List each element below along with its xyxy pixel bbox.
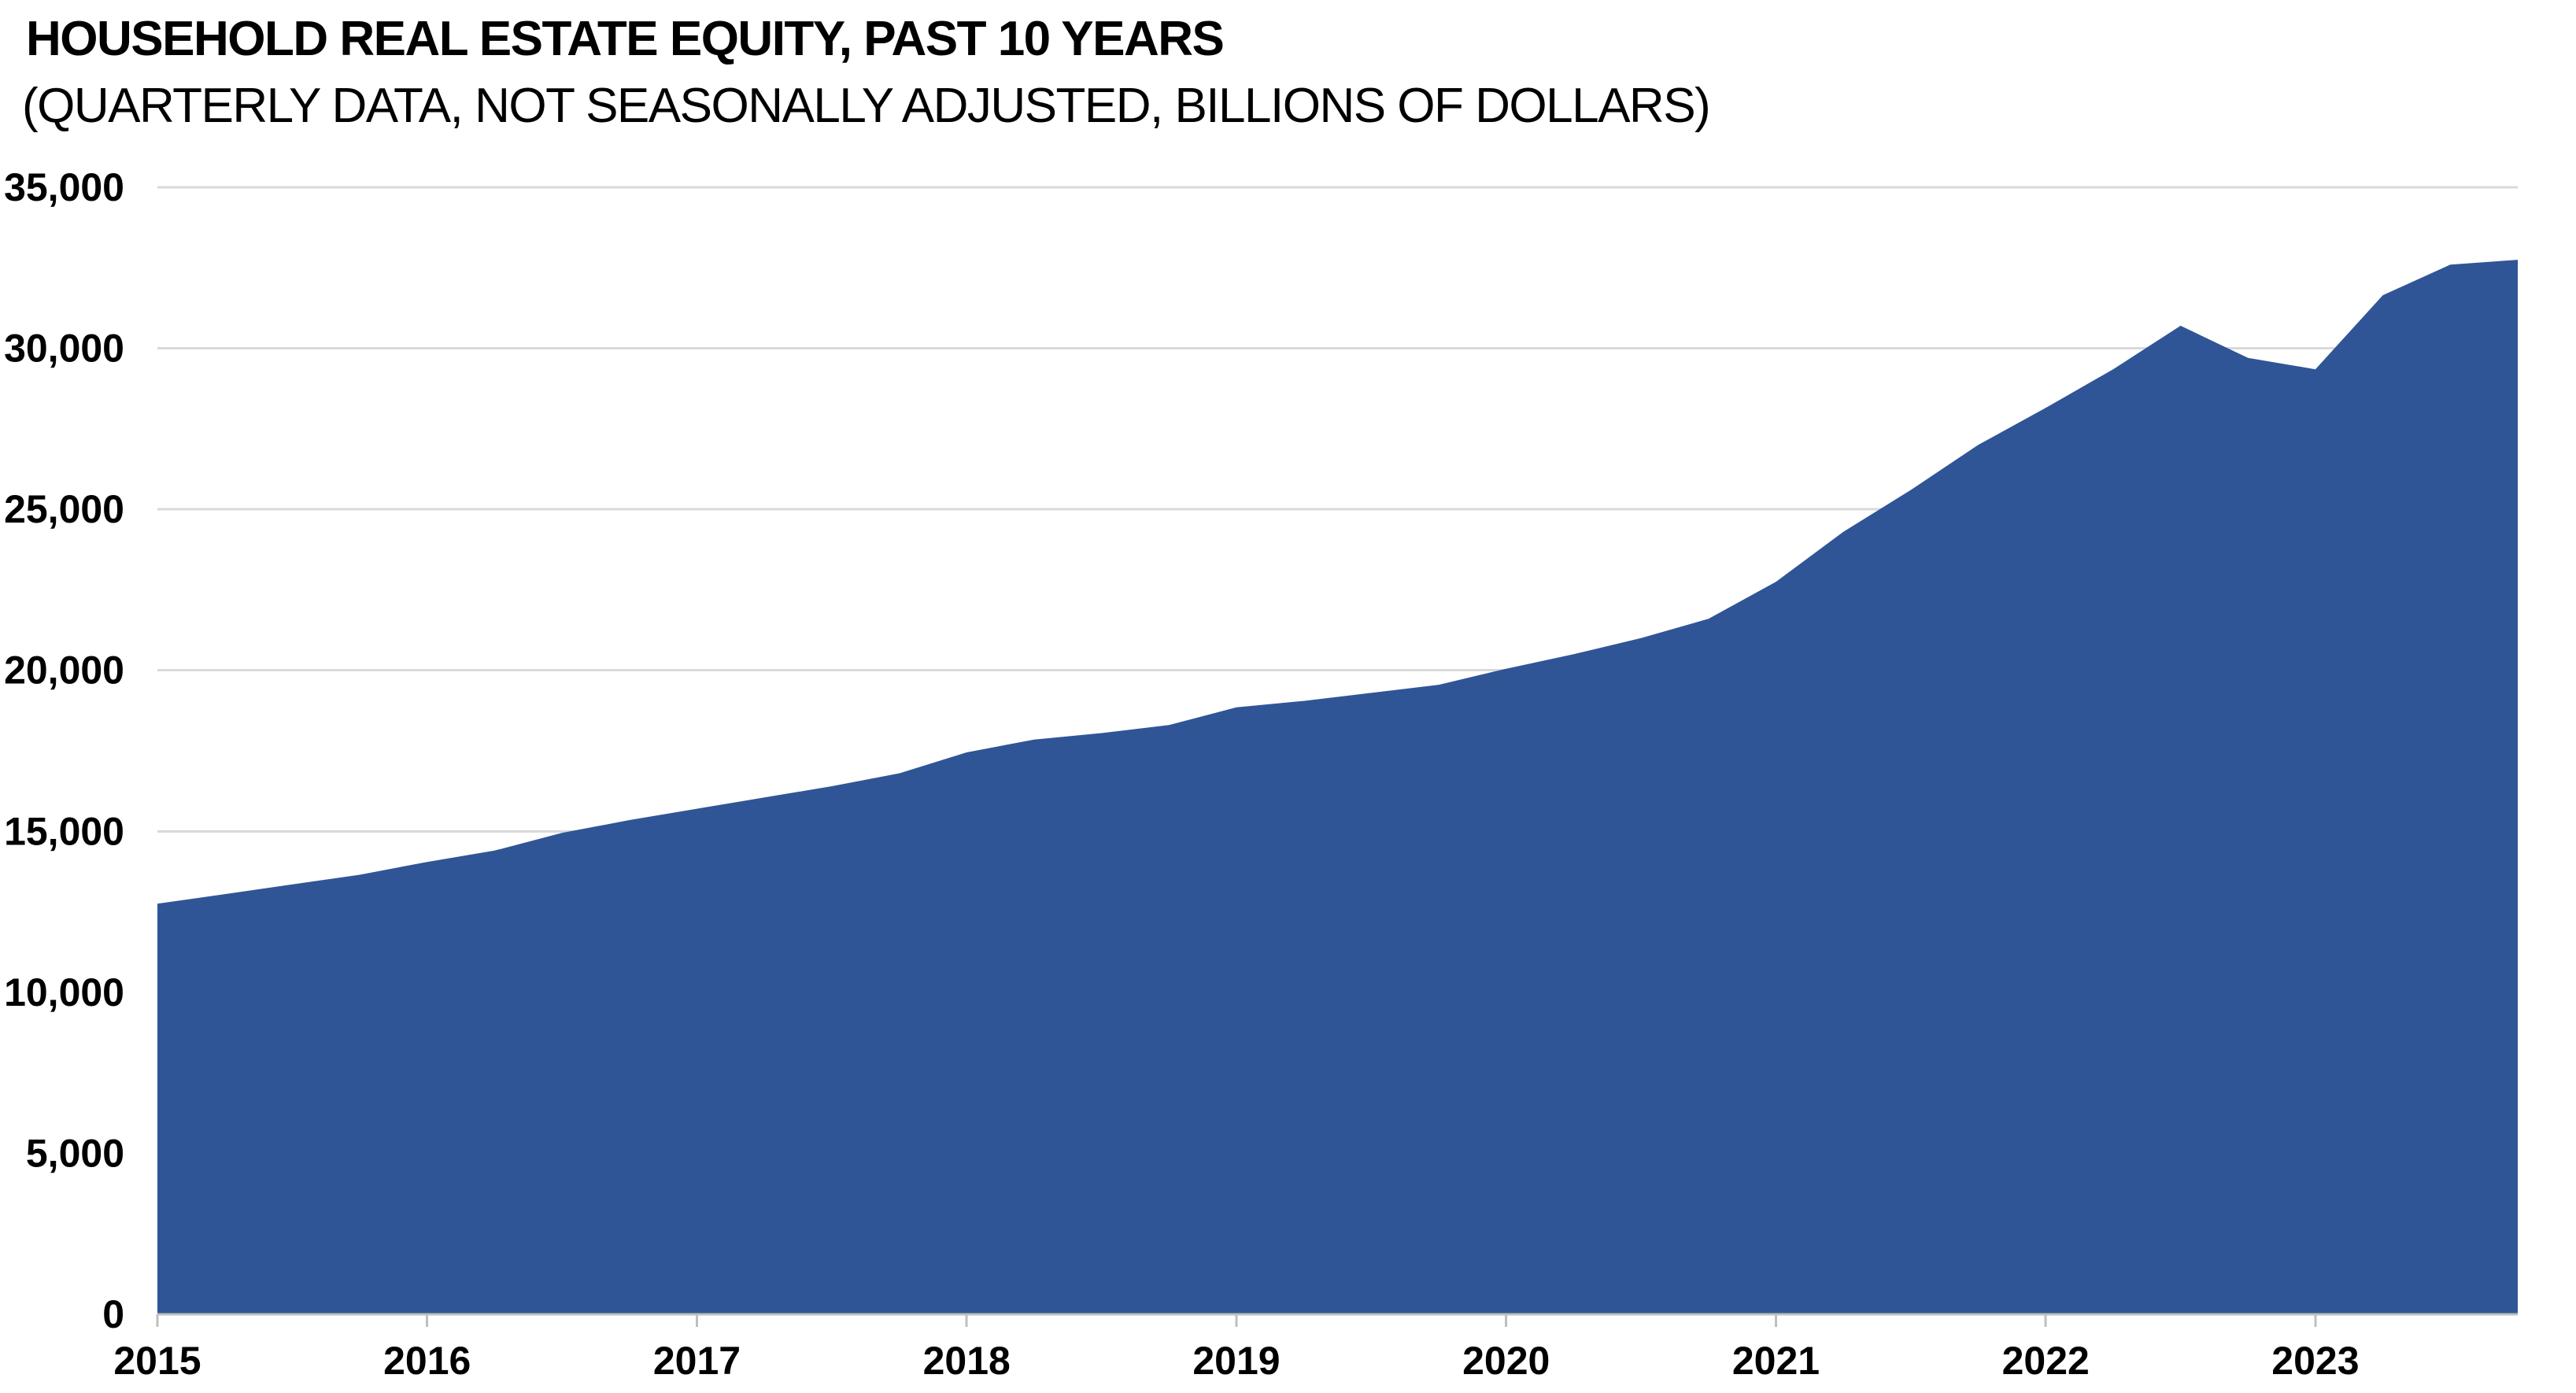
- labels-group: 0 5,000 10,000 15,000 20,000 25,000 30,000 35,0…: [4, 165, 2359, 1383]
- y-axis-label: 30,000: [4, 327, 124, 371]
- chart-subtitle: (QUARTERLY DATA, NOT SEASONALLY ADJUSTED…: [22, 79, 1711, 133]
- x-axis-label: 2015: [113, 1339, 201, 1383]
- y-axis-label: 5,000: [26, 1131, 124, 1175]
- y-axis-label: 10,000: [4, 970, 124, 1014]
- area-series: [157, 260, 2518, 1315]
- x-axis-label: 2019: [1192, 1339, 1280, 1383]
- y-axis-label: 25,000: [4, 487, 124, 531]
- x-axis-label: 2022: [2002, 1339, 2090, 1383]
- x-axis-label: 2021: [1732, 1339, 1820, 1383]
- y-axis-label: 0: [102, 1292, 124, 1336]
- axes-group: [156, 1313, 2518, 1327]
- x-axis-label: 2017: [653, 1339, 741, 1383]
- x-axis-label: 2016: [383, 1339, 471, 1383]
- y-axis-label: 35,000: [4, 165, 124, 209]
- x-axis-label: 2023: [2271, 1339, 2359, 1383]
- y-axis-label: 15,000: [4, 809, 124, 853]
- x-axis-label: 2018: [923, 1339, 1011, 1383]
- x-axis-label: 2020: [1462, 1339, 1550, 1383]
- y-axis-label: 20,000: [4, 648, 124, 693]
- series-group: [157, 260, 2518, 1315]
- chart-title: HOUSEHOLD REAL ESTATE EQUITY, PAST 10 YE…: [26, 12, 1225, 66]
